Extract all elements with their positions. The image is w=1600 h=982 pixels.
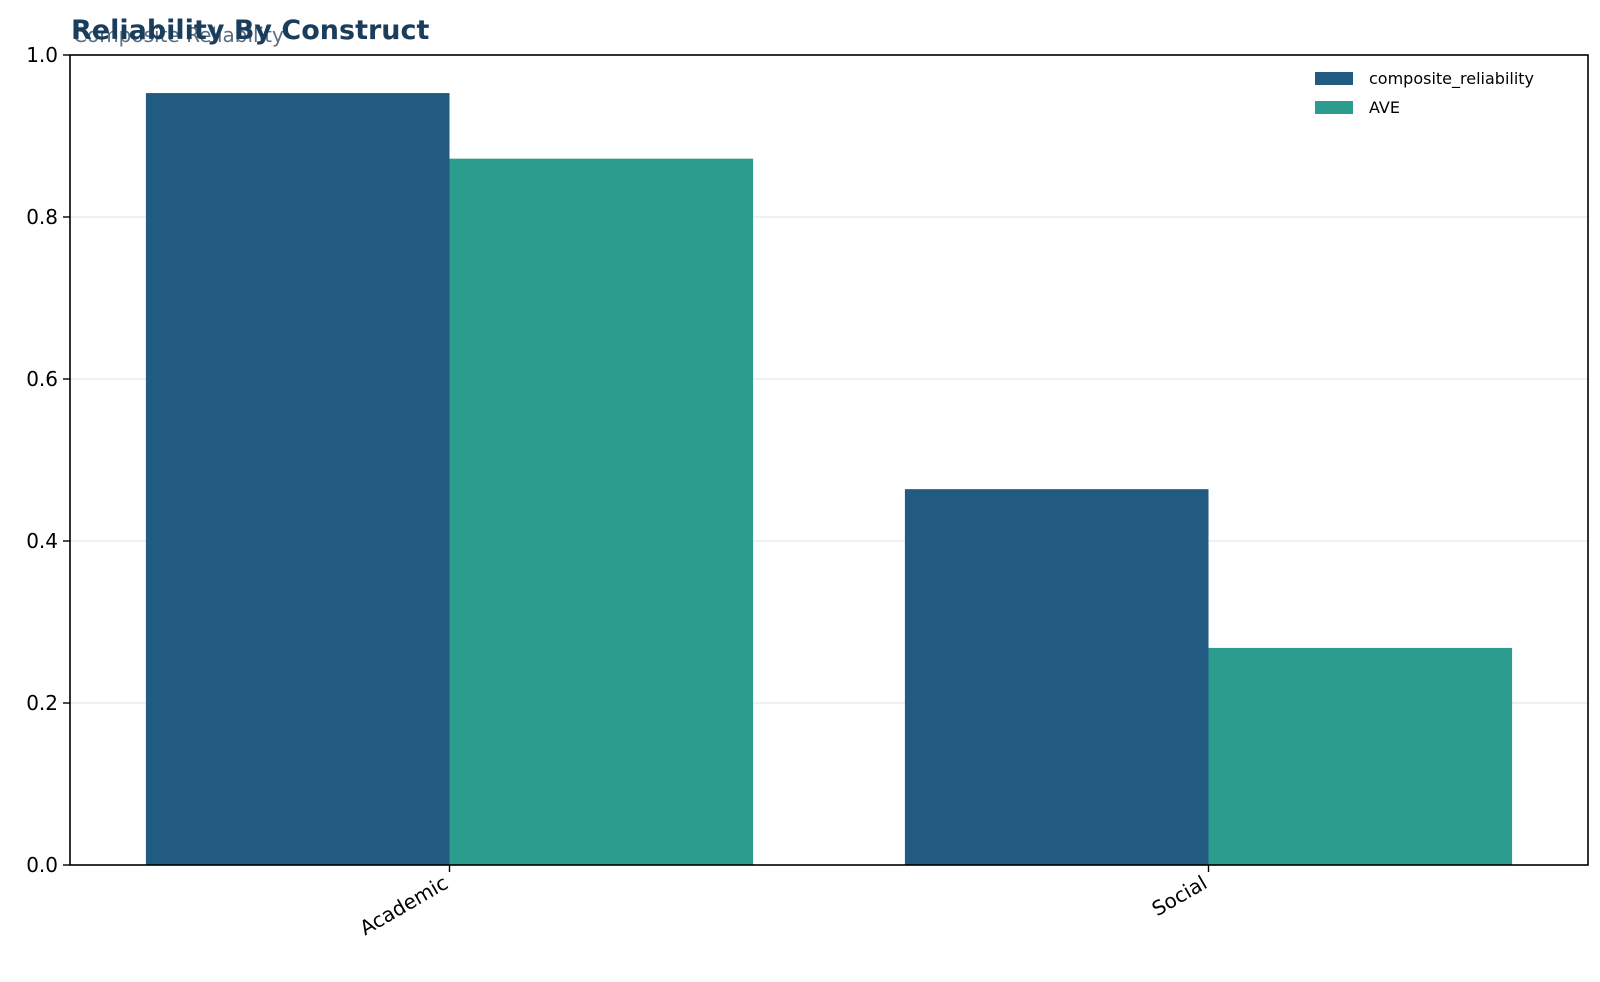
chart-title: Reliability By Construct xyxy=(71,15,430,46)
bar-composite-reliability-social xyxy=(904,489,1209,865)
legend-label: composite_reliability xyxy=(1369,69,1534,89)
legend-swatch xyxy=(1315,101,1353,114)
legend-swatch xyxy=(1315,72,1353,85)
legend-label: AVE xyxy=(1369,98,1400,117)
y-tick-label: 0.8 xyxy=(26,205,58,229)
legend: composite_reliability AVE xyxy=(1315,69,1534,117)
y-axis: 0.0 0.2 0.4 0.6 0.8 1.0 xyxy=(26,43,70,877)
y-tick-label: 0.4 xyxy=(26,529,58,553)
x-tick-label: Academic xyxy=(355,871,452,941)
bar-ave-academic xyxy=(449,158,754,865)
chart-subtitle: Composite Reliability xyxy=(73,23,284,47)
y-tick-label: 0.2 xyxy=(26,691,58,715)
y-tick-label: 1.0 xyxy=(26,43,58,67)
x-tick-label: Social xyxy=(1148,871,1211,921)
x-axis: Academic Social xyxy=(355,865,1211,940)
bars xyxy=(145,93,1513,865)
bar-composite-reliability-academic xyxy=(145,93,450,865)
bar-ave-social xyxy=(1208,647,1513,865)
y-tick-label: 0.0 xyxy=(26,853,58,877)
y-tick-label: 0.6 xyxy=(26,367,58,391)
plot-frame xyxy=(69,54,1589,866)
